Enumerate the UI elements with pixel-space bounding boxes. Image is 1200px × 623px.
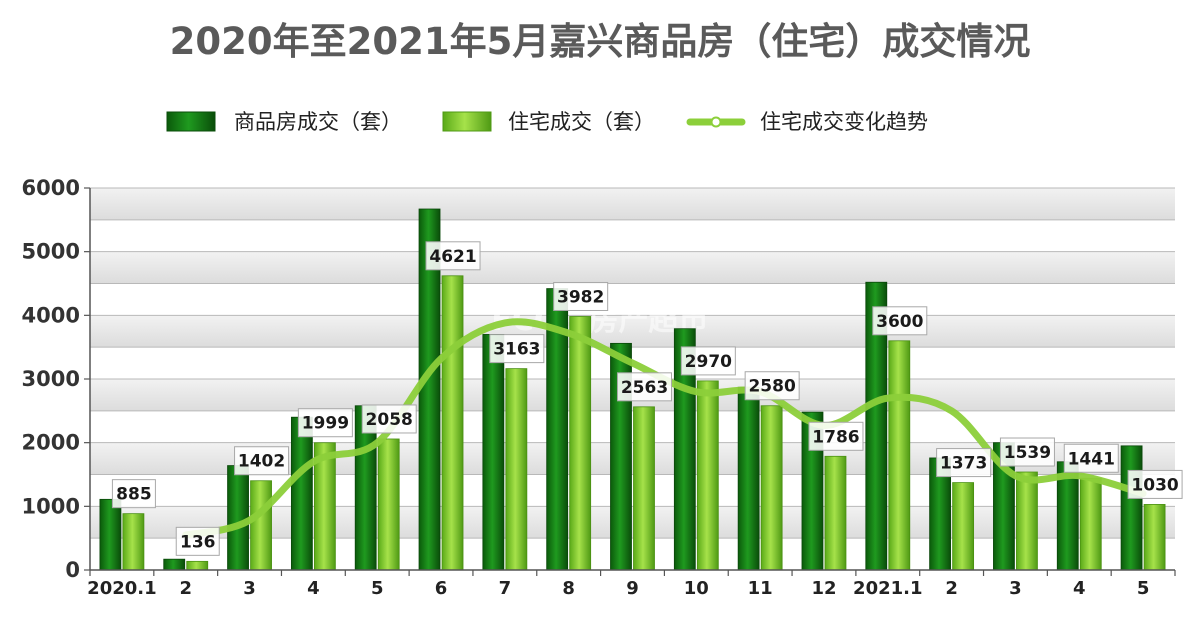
chart-title: 2020年至2021年5月嘉兴商品房（住宅）成交情况 [170,20,1031,63]
bar-residential [122,513,145,571]
x-tick-label: 3 [243,578,256,599]
x-tick-label: 4 [307,578,320,599]
data-label: 1373 [940,454,987,474]
x-tick-label: 2 [179,578,192,599]
bar-residential [186,560,209,571]
bar-commercial [163,558,186,571]
data-label-box [680,346,736,376]
bar-commercial [737,386,760,571]
legend-swatch-commercial [166,111,216,132]
legend: 商品房成交（套） 住宅成交（套） 住宅成交变化趋势 [166,110,928,134]
data-label: 4621 [429,247,476,267]
data-label-box [1063,443,1119,473]
data-label: 2058 [366,410,413,430]
bar-residential [696,380,719,571]
data-label-box [175,526,220,556]
x-tick-label: 10 [684,578,709,599]
bar-residential [441,275,464,571]
data-label: 1030 [1131,475,1178,495]
data-label-box [872,306,928,336]
y-tick-label: 6000 [22,176,80,200]
legend-label-residential: 住宅成交（套） [508,110,655,134]
bar-residential [633,406,655,571]
x-tick-label: 6 [435,578,448,599]
bar-residential [1016,471,1038,571]
data-labels: 885 136 1402 1999 2058 4621 3163 3982 2563 2970 25… [111,241,1183,556]
y-tick-label: 0 [65,558,80,582]
data-label: 2970 [685,352,732,372]
bar-residential [824,455,847,571]
data-label: 3982 [557,287,604,307]
y-tick-label: 3000 [22,367,80,391]
data-label-box [111,479,156,509]
legend-label-commercial: 商品房成交（套） [234,110,402,134]
legend-swatch-trend-marker [710,116,722,128]
data-label: 885 [116,485,152,505]
x-tick-label: 5 [371,578,384,599]
data-label-box [999,437,1055,467]
x-tick-label: 5 [1137,578,1150,599]
data-label: 1786 [812,427,859,447]
data-label: 1402 [238,452,285,472]
legend-swatch-residential [442,111,492,132]
x-tick-label: 3 [1009,578,1022,599]
x-tick-label: 2020.1 [87,578,156,599]
data-label: 1539 [1004,443,1051,463]
data-label-box [489,334,545,364]
x-tick-label: 8 [562,578,575,599]
x-tick-label: 7 [499,578,512,599]
data-label: 1441 [1068,449,1115,469]
legend-label-trend: 住宅成交变化趋势 [760,110,928,134]
x-tick-label: 11 [748,578,773,599]
bars [99,208,1166,571]
grid-band [90,315,1175,348]
data-label-box [297,408,353,438]
y-tick-label: 4000 [22,303,80,327]
bar-residential [888,340,911,571]
data-label: 3600 [876,312,923,332]
data-label-box [1127,469,1183,499]
data-label-box [744,371,800,401]
x-tick-label: 2021.1 [853,578,922,599]
data-label-box [361,404,417,434]
bar-residential [760,405,783,571]
data-label-box [553,281,609,311]
x-tick-label: 9 [626,578,639,599]
data-label: 3163 [493,340,540,360]
grid-band [90,251,1175,284]
bar-commercial [1120,445,1143,571]
x-tick-label: 2 [945,578,958,599]
grid-band [90,188,1175,220]
data-label: 1999 [302,414,349,434]
data-label: 2580 [748,377,795,397]
bar-residential [952,482,975,571]
bar-residential [569,316,592,571]
data-label-box [936,448,992,478]
axes: 0 1000 2000 3000 4000 5000 6000 2020.1 2 3 4 5 6 7 8 9 1… [22,176,1176,599]
bar-residential [250,480,272,571]
data-label-box [808,421,864,451]
data-label-box [234,446,290,476]
bar-residential [1143,504,1166,571]
bar-commercial [290,416,313,571]
bar-commercial [99,498,122,571]
bar-residential [505,368,528,571]
x-tick-label: 4 [1073,578,1086,599]
y-tick-label: 5000 [22,240,80,264]
bar-residential [1079,477,1102,571]
y-tick-label: 1000 [22,494,80,518]
bar-commercial [482,334,505,571]
bar-residential [377,438,400,571]
x-tick-label: 12 [811,578,836,599]
y-tick-label: 2000 [22,431,80,455]
data-label: 136 [180,532,216,552]
bar-commercial [227,465,249,571]
watermark-sub: fccs.com [678,287,731,301]
data-label-box [425,241,481,271]
data-label: 2563 [621,378,668,398]
data-label-box [617,372,672,402]
